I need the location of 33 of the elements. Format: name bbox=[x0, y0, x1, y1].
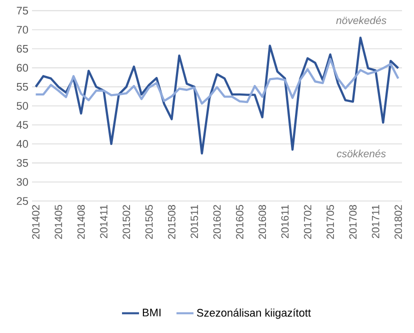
y-tick-label: 75 bbox=[16, 6, 28, 15]
line-series bbox=[34, 58, 400, 105]
y-tick-label: 65 bbox=[16, 44, 28, 53]
x-tick-label: 201708 bbox=[349, 204, 357, 239]
x-tick-label: 201511 bbox=[190, 205, 198, 238]
x-tick-label: 201602 bbox=[213, 205, 221, 239]
y-tick-label: 25 bbox=[16, 197, 28, 205]
x-tick-label: 201711 bbox=[372, 205, 380, 238]
x-tick-label: 201505 bbox=[145, 204, 153, 239]
x-tick-label: 201408 bbox=[77, 204, 85, 239]
y-tick-label: 40 bbox=[16, 140, 28, 148]
y-tick-label: 55 bbox=[16, 83, 28, 91]
y-tick-label: 70 bbox=[16, 26, 28, 34]
legend-label: BMI bbox=[142, 308, 160, 316]
y-tick-label: 30 bbox=[16, 178, 28, 186]
x-tick-label: 201402 bbox=[32, 205, 40, 239]
x-tick-label: 201605 bbox=[236, 204, 244, 239]
x-tick-label: 201508 bbox=[168, 204, 176, 239]
legend-label: Szezonálisan kiigazított bbox=[196, 308, 311, 319]
x-tick-label: 201608 bbox=[258, 204, 266, 239]
y-tick-label: 45 bbox=[16, 121, 28, 129]
x-tick-label: 201411 bbox=[100, 205, 108, 238]
x-tick-label: 201611 bbox=[281, 205, 289, 238]
x-tick-label: 201702 bbox=[304, 205, 312, 239]
annotation: növekedés bbox=[336, 16, 386, 24]
y-tick-label: 50 bbox=[16, 102, 28, 110]
x-tick-label: 201705 bbox=[326, 204, 334, 239]
y-tick-label: 35 bbox=[16, 159, 28, 167]
y-tick-label: 60 bbox=[16, 64, 28, 72]
x-tick-label: 201802 bbox=[394, 205, 402, 239]
annotation: csökkenés bbox=[336, 150, 386, 158]
x-tick-label: 201405 bbox=[54, 204, 62, 239]
x-tick-label: 201502 bbox=[122, 205, 130, 239]
